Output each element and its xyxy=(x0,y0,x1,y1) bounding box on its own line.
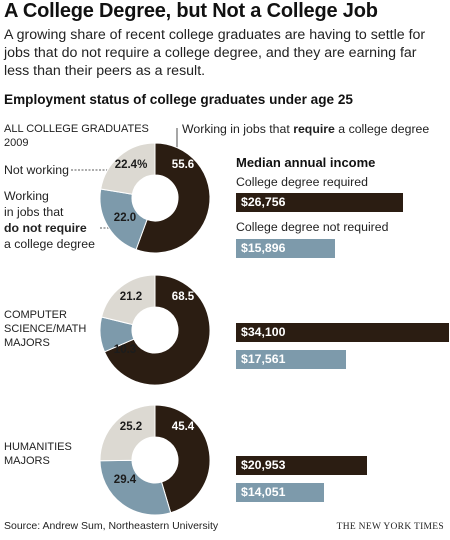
annotation-require-bold: require xyxy=(293,122,335,136)
donut-label-not-working: 22.4% xyxy=(115,159,148,171)
donut-label-not-working: 25.2 xyxy=(120,421,142,433)
income-bar-label: $34,100 xyxy=(241,325,286,339)
income-bar-label: $15,896 xyxy=(241,241,286,255)
donut-label-not-require: 29.4 xyxy=(114,474,137,486)
group-label-line: 2009 xyxy=(4,137,29,149)
group-label-humanities: HUMANITIES MAJORS xyxy=(4,440,72,468)
income-bar-required: $20,953 xyxy=(236,456,367,475)
group-label-line: COMPUTER xyxy=(4,309,67,321)
annotation-require-pre: Working in jobs that xyxy=(182,122,294,136)
income-bar-required: $26,756 xyxy=(236,193,404,212)
income-caption-required: College degree required xyxy=(236,175,368,189)
donut-slice-not-working xyxy=(99,404,156,462)
annotation-require-post: a college degree xyxy=(334,122,430,136)
group-label-line: HUMANITIES xyxy=(4,441,72,453)
donut-chart-cs: 68.5 10.3 21.2 xyxy=(99,274,211,386)
publisher-credit: THE NEW YORK TIMES xyxy=(336,522,444,532)
income-bar-required: $34,100 xyxy=(236,323,449,342)
income-bar-not-required: $14,051 xyxy=(236,483,324,502)
annotation-line: Working xyxy=(4,189,49,203)
group-label-cs: COMPUTER SCIENCE/MATH MAJORS xyxy=(4,308,86,350)
donut-label-not-require: 10.3 xyxy=(114,344,136,356)
donut-slice-not-working xyxy=(100,142,156,195)
headline: A College Degree, but Not a College Job xyxy=(4,0,378,22)
group-label-line: ALL COLLEGE GRADUATES xyxy=(4,123,149,135)
deck: A growing share of recent college gradua… xyxy=(4,27,426,79)
donut-slice-require xyxy=(103,274,211,386)
donut-slice-not-require xyxy=(99,459,172,516)
donut-slice-require xyxy=(154,404,211,514)
annotation-line: a college degree xyxy=(4,237,95,251)
donut-slice-require xyxy=(135,142,211,254)
annotation-not-require: Working in jobs that do not require a co… xyxy=(4,188,95,252)
annotation-not-working: Not working xyxy=(4,163,69,177)
group-label-line: SCIENCE/MATH xyxy=(4,323,87,335)
donut-chart-all: 55.6 22.0 22.4% xyxy=(99,142,211,254)
donut-slice-not-working xyxy=(100,274,156,326)
group-label-all: ALL COLLEGE GRADUATES 2009 xyxy=(4,122,149,150)
income-heading: Median annual income xyxy=(236,155,376,170)
income-bar-not-required: $15,896 xyxy=(236,239,336,258)
income-caption-not-required: College degree not required xyxy=(236,220,389,234)
group-label-line: MAJORS xyxy=(4,455,50,467)
income-bar-label: $20,953 xyxy=(241,458,286,472)
annotation-line: in jobs that xyxy=(4,205,64,219)
income-bar-label: $17,561 xyxy=(241,352,286,366)
donut-slice-not-require xyxy=(99,188,148,251)
annotation-line: do not require xyxy=(4,221,87,235)
income-bar-label: $26,756 xyxy=(241,195,286,209)
income-bar-label: $14,051 xyxy=(241,485,286,499)
donut-label-not-require: 22.0 xyxy=(114,212,136,224)
donut-label-not-working: 21.2 xyxy=(120,291,142,303)
income-bar-not-required: $17,561 xyxy=(236,350,346,369)
group-label-line: MAJORS xyxy=(4,337,50,349)
source-note: Source: Andrew Sum, Northeastern Univers… xyxy=(4,520,219,532)
annotation-require: Working in jobs that require a college d… xyxy=(182,121,429,137)
donut-label-require: 68.5 xyxy=(172,291,195,303)
donut-label-require: 55.6 xyxy=(172,159,194,171)
chart-subhead: Employment status of college graduates u… xyxy=(4,92,353,107)
donut-chart-humanities: 45.4 29.4 25.2 xyxy=(99,404,211,516)
donut-label-require: 45.4 xyxy=(172,421,195,433)
